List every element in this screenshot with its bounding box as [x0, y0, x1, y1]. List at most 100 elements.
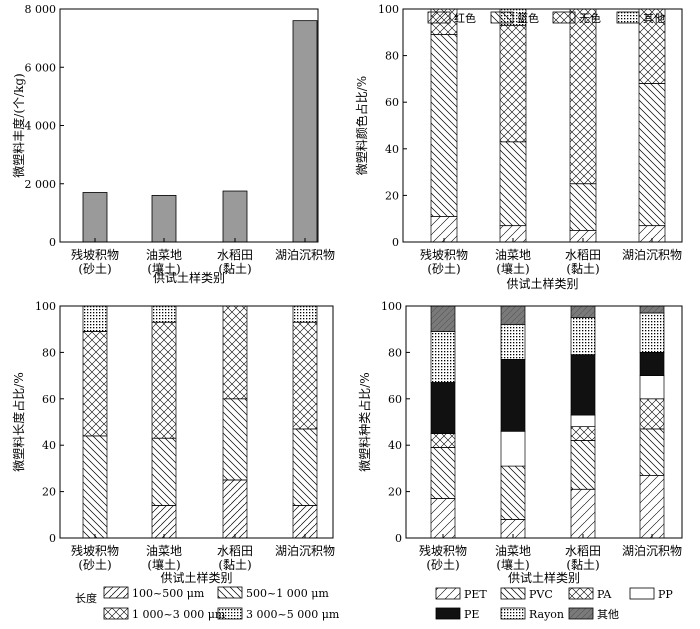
category-label: 水稻田 [217, 248, 253, 262]
y-tick-label: 40 [385, 143, 399, 156]
x-axis-label: 供试土样类别 [160, 570, 232, 585]
legend-label: 红色 [454, 11, 476, 25]
legend-label: 其他 [597, 608, 619, 621]
category-label: 油菜地 [146, 544, 182, 558]
legend-swatch [435, 607, 461, 620]
category-label: (黏土) [566, 558, 599, 572]
category-label: 湖泊沉积物 [275, 247, 335, 262]
bar-segment [82, 305, 108, 332]
legend-label: PE [464, 608, 479, 621]
category-label: 残坡积物 [419, 544, 467, 558]
bar-segment [292, 428, 318, 506]
panel-length: 0 20 40 60 80 100 残坡积物(砂土) 油菜地(壤土) 水稻田(黏土) 湖泊沉积物供… [11, 300, 340, 621]
y-axis-label: 微塑料种类占比/% [357, 372, 372, 471]
bar-segment [570, 317, 596, 356]
y-tick-label: 80 [385, 50, 399, 63]
legend-label: 1 000~3 000 μm [132, 608, 226, 621]
bar-segment [500, 465, 526, 520]
category-label: (黏土) [218, 262, 251, 276]
x-axis-label: 供试土样类别 [506, 276, 578, 291]
panel-abundance: 0 2 000 4 000 6 000 8 000 残坡积物(砂土) 油菜地(壤土) 水稻田(… [11, 3, 335, 285]
bar-segment [151, 305, 177, 323]
legend-label: 无色 [579, 11, 601, 25]
y-tick-label: 100 [35, 300, 56, 313]
legend-swatch [217, 607, 243, 620]
bar-segment [570, 488, 596, 539]
bar-segment [570, 440, 596, 490]
bar-segment [638, 83, 666, 227]
category-label: (壤土) [147, 557, 180, 572]
bar-segment [500, 305, 526, 325]
bar-segment [570, 354, 596, 416]
category-label: (壤土) [496, 557, 529, 572]
bar-segment [639, 352, 665, 376]
plot-frame [405, 305, 683, 539]
bar-segment [151, 437, 177, 506]
category-label: 湖泊沉积物 [622, 543, 682, 558]
bar-segment [222, 479, 248, 539]
legend-label: Rayon [529, 608, 564, 621]
bar-segment [639, 428, 665, 476]
y-tick-label: 60 [385, 96, 399, 109]
category-label: 油菜地 [495, 544, 531, 558]
category-label: 残坡积物 [71, 544, 119, 558]
bar-segment [82, 331, 108, 437]
bar-segment [430, 433, 456, 448]
y-tick-label: 60 [42, 393, 56, 406]
legend-swatch [552, 11, 576, 24]
bar [151, 194, 177, 243]
bar-segment [639, 475, 665, 539]
category-label: (壤土) [496, 261, 529, 276]
legend-label: PP [658, 588, 673, 601]
bar [292, 20, 318, 243]
legend-label: 500~1 000 μm [246, 587, 329, 600]
y-tick-label: 40 [388, 439, 402, 452]
bar-segment [500, 359, 526, 432]
bar-segment [638, 8, 666, 84]
bar-segment [639, 312, 665, 353]
category-label: 水稻田 [217, 544, 253, 558]
bar-segment [292, 321, 318, 430]
y-tick-label: 20 [42, 486, 56, 499]
panel-color: 0 20 40 60 80 100 残坡积物(砂土) 油菜地(壤土) 水稻田(黏土) 湖泊沉积物供… [354, 3, 683, 291]
legend-label: 100~500 μm [132, 587, 205, 600]
x-axis-label: 供试土样类别 [153, 270, 225, 285]
bar-segment [151, 321, 177, 439]
legend-swatch [568, 587, 594, 600]
legend-swatch [500, 607, 526, 620]
legend-swatch [616, 11, 640, 24]
category-label: 残坡积物 [420, 248, 468, 262]
y-tick-label: 8 000 [25, 3, 57, 16]
y-tick-label: 80 [388, 346, 402, 359]
legend-swatch [500, 587, 526, 600]
bar-segment [570, 414, 596, 427]
legend-label: 3 000~5 000 μm [246, 608, 340, 621]
legend-swatch [490, 11, 514, 24]
y-tick-label: 60 [388, 393, 402, 406]
bar-segment [430, 447, 456, 499]
bar [222, 190, 248, 243]
category-label: 水稻田 [565, 248, 601, 262]
legend-swatch [568, 607, 594, 620]
bar-segment [500, 324, 526, 360]
panel-polymer: 0 20 40 60 80 100 残坡积物(砂土) 油菜地(壤土) 水稻田(黏土) 湖泊沉积物供… [357, 300, 683, 621]
plot-frame [59, 305, 334, 539]
category-label: (壤土) [147, 261, 180, 276]
y-tick-label: 40 [42, 439, 56, 452]
category-label: 水稻田 [565, 544, 601, 558]
category-label: (砂土) [426, 558, 459, 572]
y-tick-label: 4 000 [25, 120, 57, 133]
bar-segment [222, 398, 248, 481]
bar-segment [82, 435, 108, 539]
bar-segment [639, 398, 665, 430]
y-axis-label: 微塑料颜色占比/% [354, 76, 369, 175]
bar-segment [430, 498, 456, 539]
bar-segment [151, 505, 177, 539]
bar-segment [570, 426, 596, 441]
bar-segment [499, 141, 527, 227]
legend-label: PET [464, 588, 487, 601]
legend-label: 其他 [643, 12, 665, 25]
y-tick-label: 0 [395, 532, 402, 545]
bar-segment [569, 8, 597, 185]
